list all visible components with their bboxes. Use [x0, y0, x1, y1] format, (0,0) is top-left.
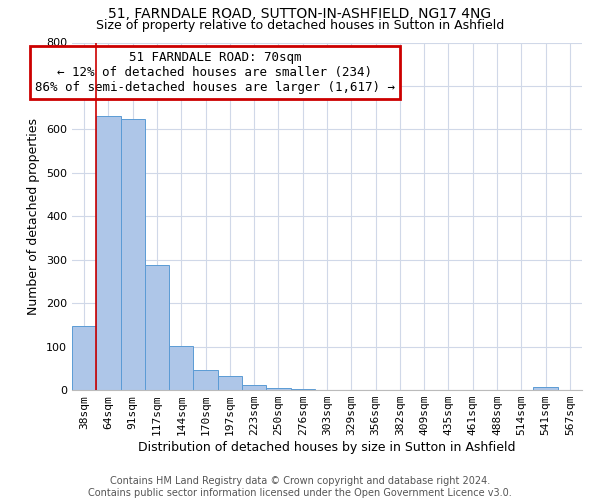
Bar — [218, 376, 242, 390]
Bar — [533, 386, 558, 390]
Bar — [242, 385, 266, 390]
Text: Size of property relative to detached houses in Sutton in Ashfield: Size of property relative to detached ho… — [96, 18, 504, 32]
Bar — [145, 266, 169, 390]
Bar — [290, 389, 315, 390]
Bar — [72, 326, 96, 390]
Text: Contains HM Land Registry data © Crown copyright and database right 2024.
Contai: Contains HM Land Registry data © Crown c… — [88, 476, 512, 498]
Bar — [266, 388, 290, 390]
Bar — [169, 346, 193, 390]
Bar — [193, 370, 218, 390]
X-axis label: Distribution of detached houses by size in Sutton in Ashfield: Distribution of detached houses by size … — [138, 441, 516, 454]
Bar — [96, 116, 121, 390]
Y-axis label: Number of detached properties: Number of detached properties — [28, 118, 40, 315]
Text: 51, FARNDALE ROAD, SUTTON-IN-ASHFIELD, NG17 4NG: 51, FARNDALE ROAD, SUTTON-IN-ASHFIELD, N… — [109, 8, 491, 22]
Bar — [121, 118, 145, 390]
Text: 51 FARNDALE ROAD: 70sqm
← 12% of detached houses are smaller (234)
86% of semi-d: 51 FARNDALE ROAD: 70sqm ← 12% of detache… — [35, 51, 395, 94]
